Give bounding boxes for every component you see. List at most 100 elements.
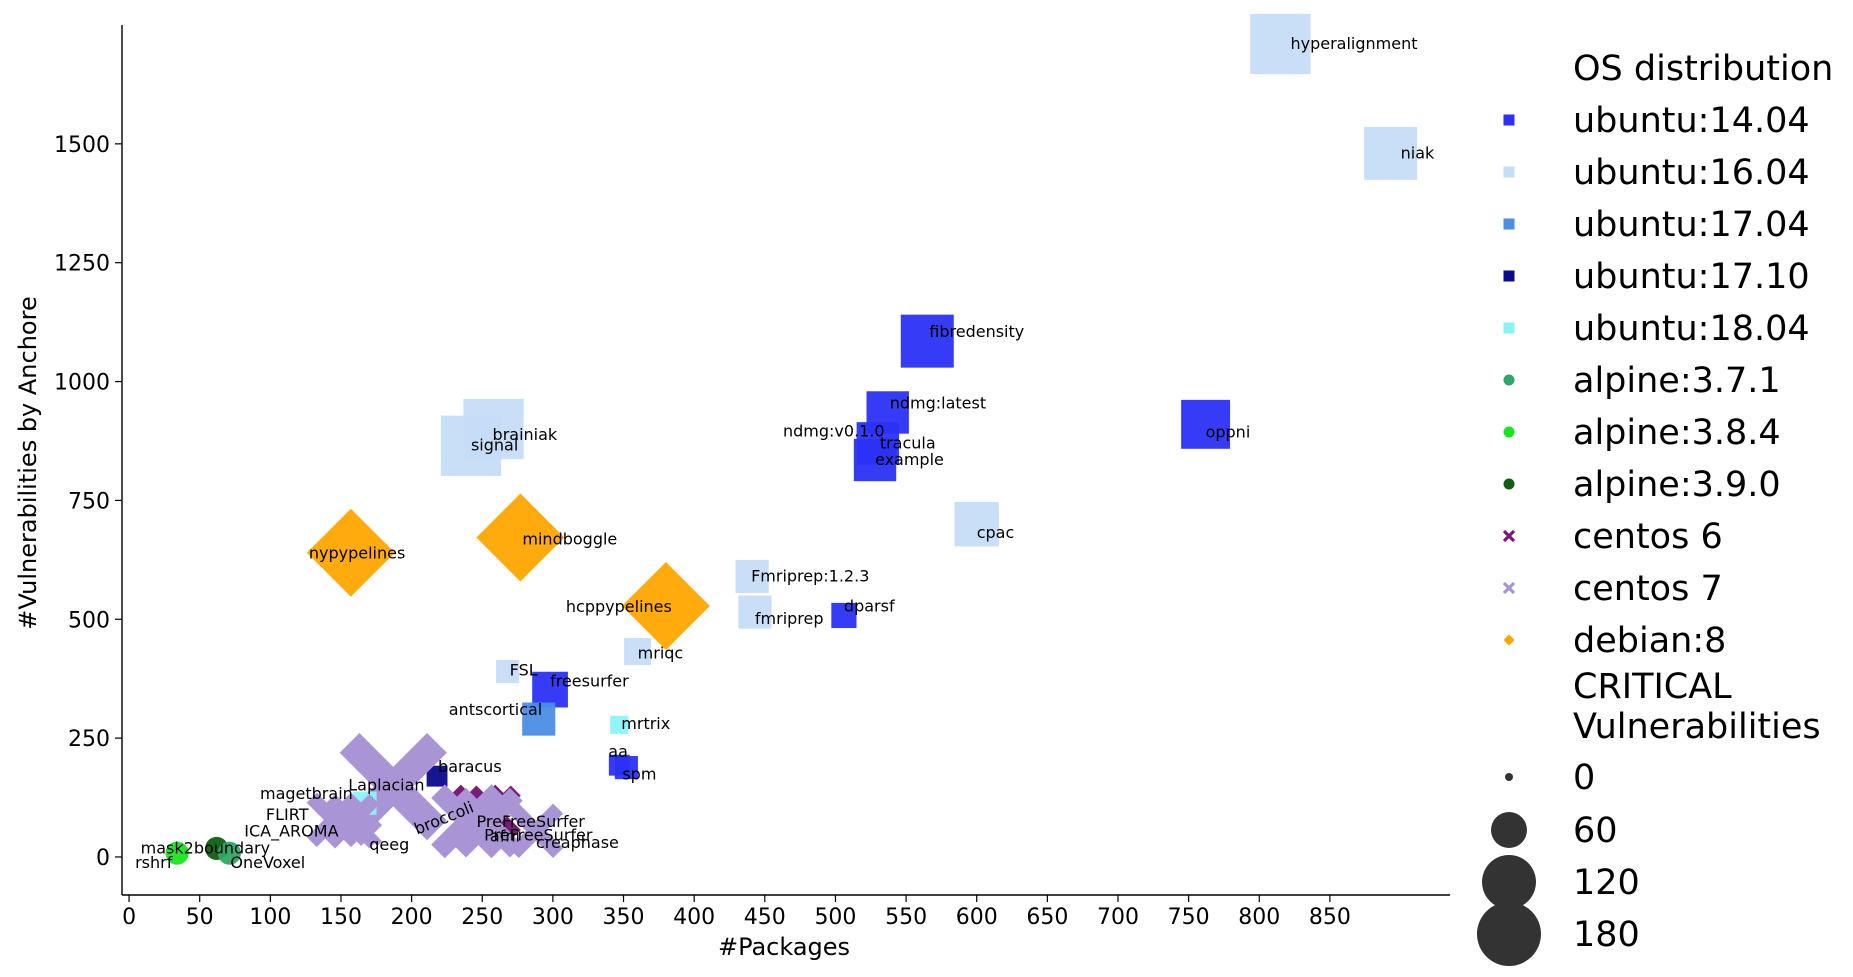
x-tick-label: 750 <box>1168 905 1210 930</box>
legend-entry: ubuntu:16.04 <box>1573 153 1810 193</box>
x-tick-label: 450 <box>744 905 786 930</box>
x-tick-label: 100 <box>249 905 291 930</box>
data-point <box>522 702 556 736</box>
legend-entry: ubuntu:14.04 <box>1573 101 1810 141</box>
data-point <box>440 415 502 476</box>
point-label: spm <box>622 765 656 784</box>
point-label: mindboggle <box>522 529 617 548</box>
point-label: mrtrix <box>621 714 670 733</box>
data-point <box>306 508 395 597</box>
legend-size-label: 120 <box>1573 863 1640 903</box>
x-tick-label: 200 <box>391 905 433 930</box>
legend-size-marker <box>1491 812 1527 848</box>
data-point <box>1181 399 1231 449</box>
point-label: cpac <box>977 523 1015 542</box>
point-label: signal <box>471 436 518 455</box>
point-label: aa <box>608 742 628 761</box>
legend-entry: ubuntu:18.04 <box>1573 309 1810 349</box>
y-axis-title: #Vulnerabilities by Anchore <box>14 296 42 629</box>
point-label: FLIRT <box>266 805 309 824</box>
x-tick-label: 500 <box>814 905 856 930</box>
y-tick-label: 1250 <box>54 252 110 277</box>
legend-marker <box>1503 322 1515 334</box>
point-label: ICA_AROMA <box>244 821 338 841</box>
data-point <box>1364 126 1418 180</box>
point-label: fibredensity <box>929 322 1024 341</box>
axes: 0 50 100 150 200 250 300 350 400 450 500 550 600 650 7… <box>54 25 1450 930</box>
legend-entry: centos 7 <box>1573 569 1723 609</box>
x-tick-label: 0 <box>122 905 136 930</box>
data-point <box>900 314 954 368</box>
point-label: dparsf <box>844 596 895 615</box>
x-tick-label: 300 <box>532 905 574 930</box>
data-point <box>610 715 629 734</box>
legend-marker <box>1503 634 1515 646</box>
legend-size-title: Vulnerabilities <box>1573 707 1821 747</box>
legend-marker <box>1503 114 1515 126</box>
point-label: tracula <box>880 433 936 452</box>
legend-entry: debian:8 <box>1573 621 1726 661</box>
y-tick-label: 500 <box>68 608 110 633</box>
legend-entry: ubuntu:17.04 <box>1573 205 1810 245</box>
legend-entry: centos 6 <box>1573 517 1723 557</box>
x-tick-label: 350 <box>603 905 645 930</box>
point-label: Laplacian <box>348 776 424 795</box>
legend-marker <box>1503 374 1515 386</box>
data-point <box>453 787 523 858</box>
data-point <box>476 493 565 582</box>
point-label: example <box>875 450 944 469</box>
x-tick-label: 650 <box>1026 905 1068 930</box>
data-point <box>356 820 383 846</box>
legend-entry: alpine:3.8.4 <box>1573 413 1781 453</box>
point-label: Fmriprep:1.2.3 <box>751 566 869 585</box>
x-tick-label: 850 <box>1309 905 1351 930</box>
legend-size-label: 180 <box>1573 915 1640 955</box>
point-label: niak <box>1401 143 1435 162</box>
y-tick-label: 0 <box>96 846 110 871</box>
legend-marker <box>1502 581 1516 595</box>
legend-marker <box>1503 426 1515 438</box>
point-label: creaphase <box>536 833 619 852</box>
point-label: baracus <box>438 757 502 776</box>
legend-size-marker <box>1505 773 1513 781</box>
point-label: hyperalignment <box>1290 34 1417 53</box>
point-label: PreFreeSurfer <box>477 812 586 831</box>
point-label: PreFreeSurfer <box>484 825 593 844</box>
point-label: mriqc <box>638 644 684 663</box>
x-tick-label: 700 <box>1097 905 1139 930</box>
data-point <box>508 803 564 859</box>
x-tick-label: 150 <box>320 905 362 930</box>
point-label: fmriprep <box>755 609 824 628</box>
point-label: hcppypelines <box>566 597 672 616</box>
legend-size-title: CRITICAL <box>1573 667 1732 707</box>
point-label: antscortical <box>449 700 542 719</box>
legend-size-marker <box>1482 855 1536 909</box>
legend-size-marker <box>1477 902 1541 966</box>
data-point <box>853 438 897 482</box>
point-label: brainiak <box>493 425 558 444</box>
legend-marker <box>1503 166 1515 178</box>
data-point <box>738 595 772 629</box>
legend-entry: ubuntu:17.10 <box>1573 257 1810 297</box>
x-tick-label: 400 <box>673 905 715 930</box>
data-point <box>1250 13 1311 75</box>
point-label: qeeg <box>369 835 409 854</box>
point-label: FSL <box>510 661 538 680</box>
x-tick-label: 250 <box>461 905 503 930</box>
x-tick-label: 550 <box>885 905 927 930</box>
legend-size-label: 60 <box>1573 811 1618 851</box>
data-point <box>735 559 769 594</box>
point-label: afni <box>490 827 520 846</box>
plot-area <box>165 13 1418 865</box>
x-axis-title: #Packages <box>718 933 850 961</box>
point-label: ndmg:latest <box>890 393 986 412</box>
point-label: oppni <box>1206 422 1251 441</box>
y-tick-label: 1000 <box>54 371 110 396</box>
legend-entry: alpine:3.7.1 <box>1573 361 1781 401</box>
data-point <box>831 602 857 629</box>
data-point <box>532 671 568 708</box>
point-label: ndmg:v0.1.0 <box>783 421 885 440</box>
y-tick-label: 750 <box>68 489 110 514</box>
point-label: nypypelines <box>309 544 405 563</box>
